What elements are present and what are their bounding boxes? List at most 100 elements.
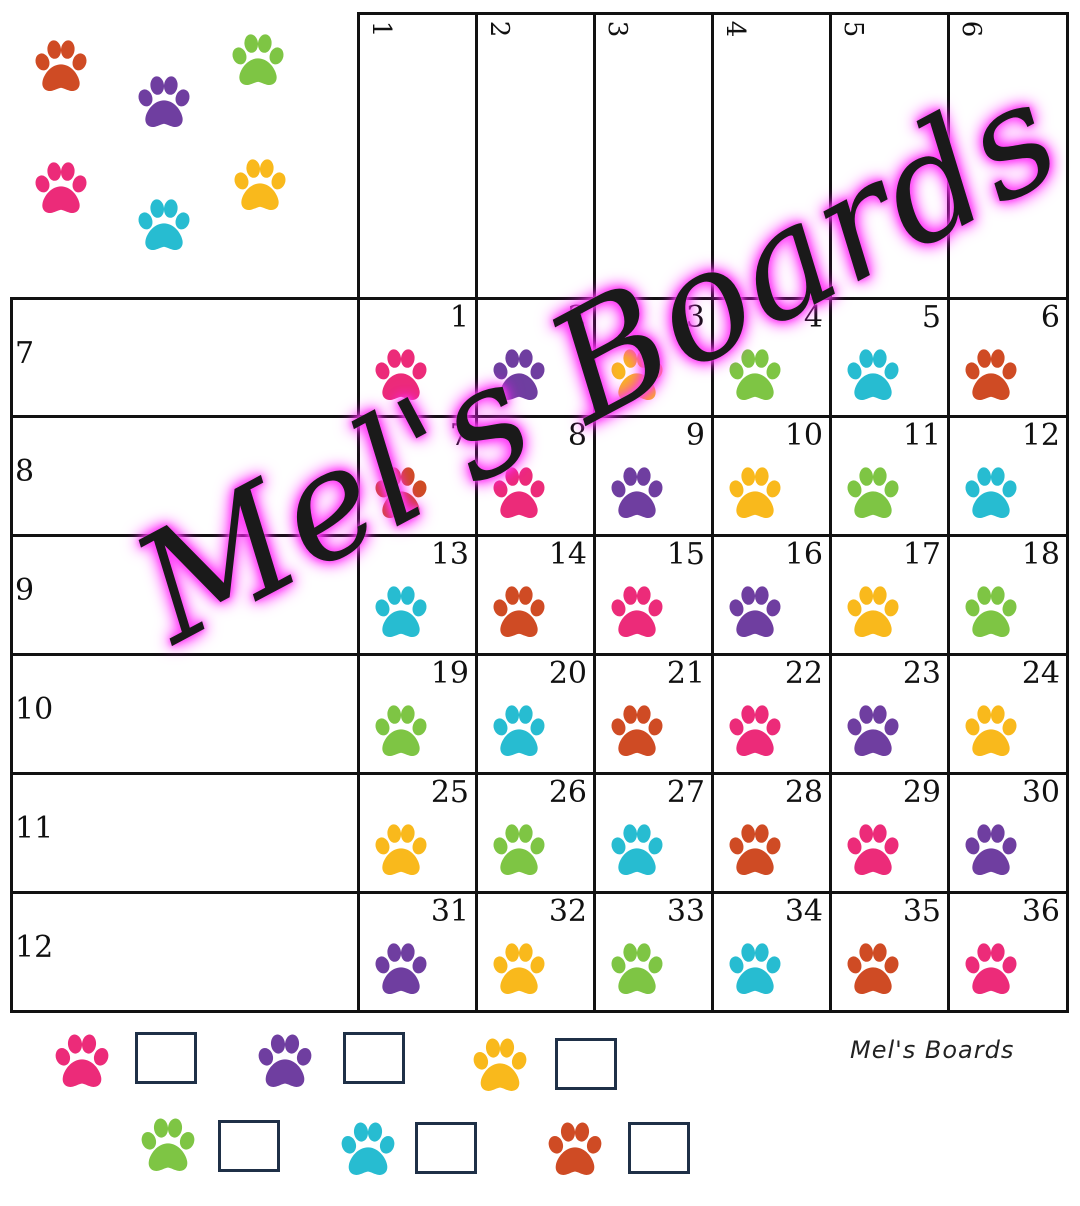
cell-number: 9	[685, 418, 705, 453]
cell-number: 33	[666, 894, 705, 929]
cell-number: 25	[430, 775, 469, 810]
cell-number: 3	[685, 300, 705, 335]
yellow-paw-icon	[229, 155, 291, 213]
cell-number: 14	[548, 537, 587, 572]
teal-paw-icon	[723, 939, 787, 997]
teal-paw-icon	[841, 345, 905, 403]
pink-paw-icon	[723, 701, 787, 759]
column-number: 2	[484, 20, 514, 38]
purple-paw-icon	[723, 582, 787, 640]
purple-tally-box[interactable]	[343, 1032, 405, 1084]
yellow-paw-icon	[959, 701, 1023, 759]
cell-number: 19	[430, 656, 469, 691]
grid-vline	[711, 12, 714, 1013]
teal-paw-icon	[336, 1118, 400, 1178]
grid-hline	[10, 415, 1069, 418]
column-number: 4	[720, 20, 750, 38]
pink-paw-icon	[841, 820, 905, 878]
purple-paw-icon	[605, 463, 669, 521]
pink-tally-box[interactable]	[135, 1032, 197, 1084]
cell-number: 10	[784, 418, 823, 453]
row-number: 11	[15, 811, 54, 846]
grid-hline	[10, 1010, 1069, 1013]
pink-paw-icon	[30, 158, 92, 216]
yellow-paw-icon	[605, 345, 669, 403]
pink-paw-icon	[605, 582, 669, 640]
cell-number: 27	[666, 775, 705, 810]
purple-paw-icon	[487, 345, 551, 403]
cell-number: 28	[784, 775, 823, 810]
green-paw-icon	[959, 582, 1023, 640]
cell-number: 31	[430, 894, 469, 929]
green-paw-icon	[841, 463, 905, 521]
cell-number: 35	[902, 894, 941, 929]
grid-vline	[829, 12, 832, 1013]
row-number: 9	[15, 573, 35, 608]
grid-vline	[475, 12, 478, 1013]
cell-number: 17	[902, 537, 941, 572]
grid-hline	[10, 653, 1069, 656]
cell-number: 32	[548, 894, 587, 929]
orange-paw-icon	[487, 582, 551, 640]
pink-paw-icon	[369, 345, 433, 403]
teal-tally-box[interactable]	[415, 1122, 477, 1174]
column-number: 1	[366, 20, 396, 38]
teal-paw-icon	[605, 820, 669, 878]
green-paw-icon	[136, 1114, 200, 1174]
green-paw-icon	[487, 820, 551, 878]
orange-paw-icon	[723, 820, 787, 878]
cell-number: 4	[803, 300, 823, 335]
yellow-tally-box[interactable]	[555, 1038, 617, 1090]
cell-number: 15	[666, 537, 705, 572]
row-number: 7	[15, 336, 35, 371]
cell-number: 24	[1021, 656, 1060, 691]
grid-hline	[10, 891, 1069, 894]
cell-number: 20	[548, 656, 587, 691]
orange-paw-icon	[959, 345, 1023, 403]
green-tally-box[interactable]	[218, 1120, 280, 1172]
pink-paw-icon	[50, 1030, 114, 1090]
orange-paw-icon	[605, 701, 669, 759]
yellow-paw-icon	[369, 820, 433, 878]
grid-hline	[10, 297, 1069, 300]
orange-paw-icon	[841, 939, 905, 997]
column-number: 6	[956, 20, 986, 38]
cell-number: 12	[1021, 418, 1060, 453]
cell-number: 21	[666, 656, 705, 691]
cell-number: 36	[1021, 894, 1060, 929]
cell-number: 7	[449, 418, 469, 453]
yellow-paw-icon	[723, 463, 787, 521]
cell-number: 26	[548, 775, 587, 810]
grid-vline	[1066, 12, 1069, 1013]
column-number: 3	[602, 20, 632, 38]
grid-vline	[357, 12, 360, 1013]
orange-paw-icon	[543, 1118, 607, 1178]
grid-vline	[947, 12, 950, 1013]
green-paw-icon	[605, 939, 669, 997]
grid-hline	[10, 772, 1069, 775]
game-board: 1 2 3 4 5 6 7 8 9 10 11 12 1 2 3 4 5 6 7 8 9 10 11 12 13 14 15 16 17…	[10, 12, 1069, 1013]
row-number: 8	[15, 454, 35, 489]
cell-number: 1	[449, 300, 469, 335]
cell-number: 11	[902, 418, 941, 453]
cell-number: 30	[1021, 775, 1060, 810]
orange-paw-icon	[369, 463, 433, 521]
pink-paw-icon	[487, 463, 551, 521]
teal-paw-icon	[369, 582, 433, 640]
cell-number: 34	[784, 894, 823, 929]
purple-paw-icon	[959, 820, 1023, 878]
green-paw-icon	[369, 701, 433, 759]
cell-number: 5	[921, 300, 941, 335]
purple-paw-icon	[841, 701, 905, 759]
cell-number: 13	[430, 537, 469, 572]
purple-paw-icon	[369, 939, 433, 997]
purple-paw-icon	[133, 72, 195, 130]
cell-number: 29	[902, 775, 941, 810]
green-paw-icon	[723, 345, 787, 403]
cell-number: 22	[784, 656, 823, 691]
green-paw-icon	[227, 30, 289, 88]
orange-tally-box[interactable]	[628, 1122, 690, 1174]
cell-number: 18	[1021, 537, 1060, 572]
cell-number: 2	[567, 300, 587, 335]
cell-number: 8	[567, 418, 587, 453]
